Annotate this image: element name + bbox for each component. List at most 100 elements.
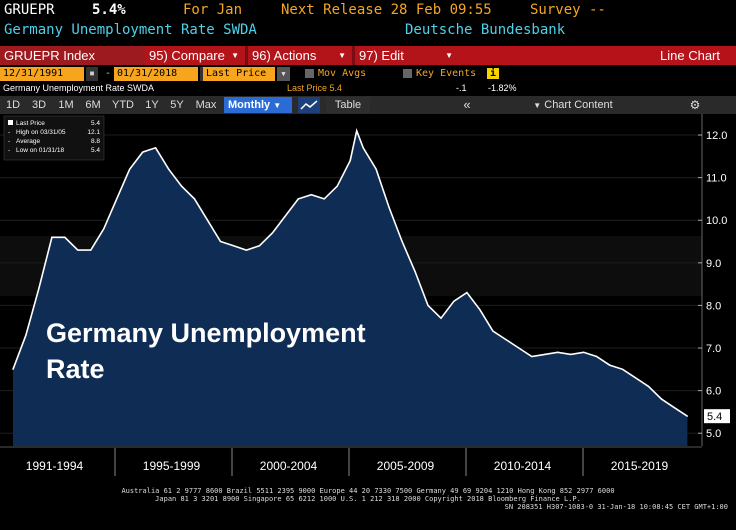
- legend-bullet: -: [8, 147, 10, 154]
- footer-contacts-2: Japan 81 3 3201 8900 Singapore 65 6212 1…: [155, 495, 581, 503]
- data-point: [129, 168, 131, 170]
- data-point: [38, 287, 40, 289]
- chevron-down-icon: ▼: [231, 51, 239, 60]
- range-1m[interactable]: 1M: [58, 99, 74, 111]
- data-point: [634, 377, 637, 379]
- range-max[interactable]: Max: [195, 99, 217, 111]
- chart-type-text: Line Chart: [660, 48, 720, 63]
- chevron-down-icon: ▼: [445, 51, 453, 60]
- chevron-down-icon: ▼: [338, 51, 346, 60]
- ticker: GRUEPR: [4, 2, 55, 18]
- calendar-icon[interactable]: ▪: [86, 67, 98, 81]
- data-point: [686, 415, 689, 417]
- compare-button[interactable]: 95) Compare ▼: [145, 46, 245, 65]
- y-tick-label: 7.0: [706, 343, 721, 355]
- data-point: [349, 159, 351, 162]
- range-1y[interactable]: 1Y: [145, 99, 159, 111]
- start-date-value: 12/31/1991: [3, 68, 64, 79]
- x-axis-band: [0, 446, 736, 484]
- data-point: [219, 240, 222, 243]
- data-point: [621, 368, 624, 370]
- date-controls: 12/31/1991 ▪ - 01/31/2018 ▪ Last Price ▼…: [0, 67, 736, 81]
- data-point: [427, 304, 429, 307]
- info-icon[interactable]: i: [487, 67, 501, 81]
- series-line: [12, 128, 688, 417]
- x-axis: 1991-1994 1995-1999 2000-2004 2005-2009 2010…: [0, 446, 736, 484]
- data-point: [116, 198, 118, 200]
- data-point: [518, 347, 520, 349]
- data-point: [660, 398, 663, 400]
- chart-content-label: Chart Content: [544, 99, 613, 111]
- y-tick-label: 8.0: [706, 300, 721, 312]
- x-tick-label: 1991-1994: [26, 459, 84, 473]
- data-point: [103, 228, 105, 230]
- footer: Australia 61 2 9777 8600 Brazil 5511 239…: [0, 484, 736, 530]
- collapse-icon[interactable]: «: [463, 97, 471, 112]
- chart-content-button[interactable]: ▼ Chart Content: [518, 97, 628, 113]
- actions-button[interactable]: 96) Actions ▼: [248, 46, 352, 65]
- range-1d[interactable]: 1D: [5, 99, 21, 111]
- field-selector[interactable]: Last Price: [203, 67, 275, 81]
- data-point: [310, 194, 312, 196]
- series-name: Germany Unemployment Rate SWDA: [3, 83, 155, 93]
- range-ytd[interactable]: YTD: [112, 99, 134, 111]
- y-tick-label: 11.0: [706, 173, 727, 185]
- range-3d[interactable]: 3D: [31, 99, 47, 111]
- gear-icon[interactable]: ⚙: [689, 98, 701, 112]
- key-events-checkbox[interactable]: Key Events: [400, 67, 485, 81]
- footer-contacts: Australia 61 2 9777 8600 Brazil 5511 239…: [121, 487, 615, 495]
- table-button[interactable]: Table: [326, 97, 370, 113]
- chart-area: 5.0 6.0 7.0 8.0 9.0 10.0 11.0 12.0 5.4 1991-1994…: [0, 114, 736, 484]
- header-row: GRUEPR 5.4% For Jan Next Release 28 Feb …: [0, 0, 736, 20]
- range-5y[interactable]: 5Y: [170, 99, 184, 111]
- field-value: Last Price: [206, 68, 267, 79]
- description-row: Germany Unemployment Rate SWDA Deutsche …: [0, 20, 736, 40]
- survey: Survey --: [530, 2, 606, 18]
- area-fill: [12, 130, 688, 447]
- data-point: [492, 330, 494, 332]
- data-point: [388, 206, 390, 209]
- last-value-tag: [704, 409, 730, 424]
- data-point: [180, 185, 183, 187]
- legend-last-price-value: 5.4: [91, 120, 100, 127]
- data-point: [168, 168, 170, 170]
- data-point: [25, 334, 27, 336]
- data-point: [479, 309, 481, 311]
- mov-avgs-checkbox[interactable]: Mov Avgs: [302, 67, 392, 81]
- frequency-selector[interactable]: Monthly ▼: [224, 97, 292, 113]
- legend-high: High on 03/31/05: [16, 129, 66, 136]
- end-date-field[interactable]: 01/31/2018: [114, 67, 198, 81]
- end-date-value: 01/31/2018: [117, 68, 178, 79]
- y-axis: 5.0 6.0 7.0 8.0 9.0 10.0 11.0 12.0 5.4: [698, 114, 730, 446]
- index-selector[interactable]: GRUEPR Index: [0, 46, 145, 65]
- index-label: GRUEPR Index: [4, 48, 96, 63]
- data-point: [155, 147, 157, 149]
- mov-avgs-label: Mov Avgs: [318, 68, 367, 79]
- chevron-down-icon[interactable]: ▼: [277, 67, 290, 81]
- edit-label: 97) Edit: [359, 48, 404, 63]
- data-point: [647, 385, 650, 387]
- data-point: [596, 355, 598, 358]
- start-date-field[interactable]: 12/31/1991: [0, 67, 84, 81]
- x-tick-label: 2000-2004: [260, 459, 318, 473]
- data-point: [232, 245, 235, 247]
- data-point: [375, 168, 377, 170]
- overlay-title-line1: Germany Unemployment: [46, 318, 366, 348]
- x-tick-label: 2010-2014: [494, 459, 552, 473]
- data-point: [323, 198, 325, 200]
- range-6m[interactable]: 6M: [85, 99, 101, 111]
- data-point: [466, 292, 468, 294]
- period: For Jan: [183, 2, 243, 18]
- data-point: [505, 338, 507, 341]
- data-point: [12, 368, 14, 370]
- actions-label: 96) Actions: [252, 48, 317, 63]
- chart-toolbar: 1D 3D 1M 6M YTD 1Y 5Y Max Monthly ▼ Tabl…: [0, 96, 736, 114]
- y-tick-label: 9.0: [706, 258, 721, 270]
- edit-button[interactable]: 97) Edit ▼: [355, 46, 459, 65]
- y-tick-label: 12.0: [706, 130, 727, 142]
- data-point: [297, 198, 299, 200]
- line-chart-icon[interactable]: [298, 97, 320, 113]
- data-point: [362, 147, 364, 149]
- last-value-label: 5.4: [707, 411, 722, 423]
- footer-serial: SN 208351 H307-1083-0 31-Jan-18 10:08:45…: [504, 503, 728, 511]
